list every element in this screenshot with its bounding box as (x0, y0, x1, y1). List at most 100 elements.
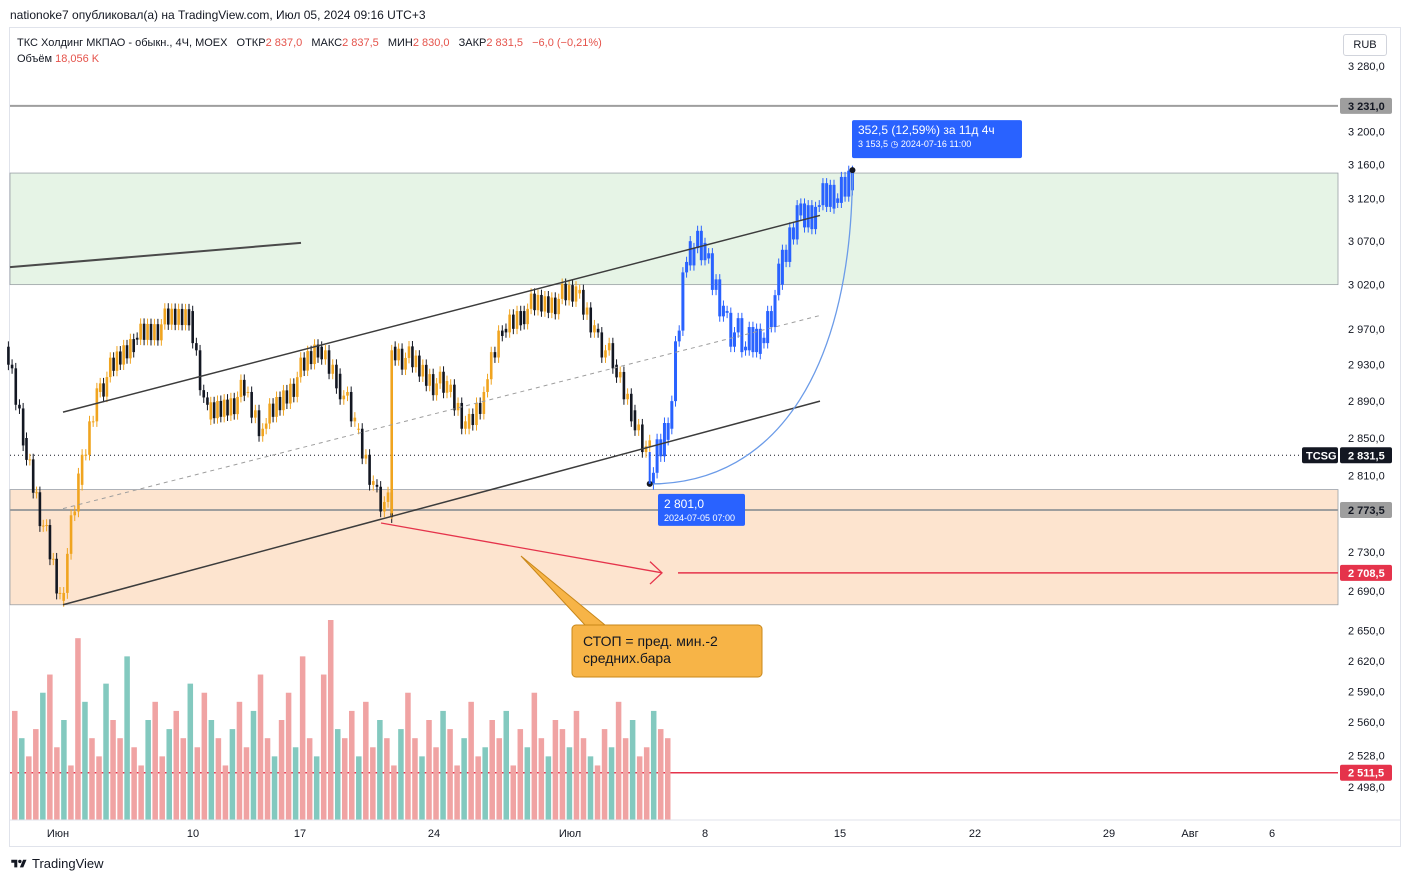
candle (424, 364, 428, 386)
channel-lower-line[interactable] (62, 400, 821, 606)
volume-bar (264, 738, 271, 820)
projection-bar (696, 230, 700, 249)
projection-bar (836, 198, 840, 203)
projection-bar (758, 328, 762, 354)
stop-arrow[interactable] (380, 522, 663, 574)
volume-bar (243, 747, 250, 820)
volume-bar (559, 729, 566, 820)
candle (7, 346, 10, 365)
candle (108, 357, 112, 378)
candle (331, 364, 335, 374)
volume-bar (33, 729, 39, 820)
volume-value: 18,056 K (55, 53, 100, 65)
candle (368, 454, 371, 485)
volume-bar (538, 738, 545, 820)
candle (335, 364, 338, 389)
candle (153, 324, 156, 341)
x-tick-label: 10 (187, 828, 199, 840)
y-tick-label: 3 160,0 (1348, 160, 1385, 172)
projection-bar (847, 170, 851, 197)
candle (38, 492, 42, 527)
projection-bar (788, 227, 792, 262)
candle (14, 368, 18, 405)
candle (45, 525, 48, 527)
x-tick-label: Июн (47, 828, 69, 840)
symbol-tag: TCSG (1306, 450, 1337, 462)
candle (526, 308, 529, 325)
candle (428, 374, 432, 386)
measure-end-label[interactable]: 352,5 (12,59%) за 11д 4ч 3 153,5 ◷ 2024-0… (852, 120, 1022, 159)
x-tick-label: 29 (1103, 828, 1115, 840)
currency-button[interactable]: RUB (1343, 34, 1387, 56)
volume-bar (229, 729, 236, 820)
candle (282, 390, 285, 411)
candle (349, 391, 353, 422)
badge-bottom-bg (1340, 764, 1392, 781)
volume-bar (271, 756, 278, 820)
candle (129, 339, 132, 359)
candle (471, 413, 475, 426)
projection-arc[interactable] (649, 170, 854, 485)
volume-bar (475, 756, 481, 820)
x-tick-label: 17 (294, 828, 306, 840)
candle (254, 410, 257, 418)
candle (397, 348, 400, 361)
candle (353, 417, 357, 422)
projection-bar (817, 205, 821, 207)
candle (641, 424, 644, 453)
projection-bar (806, 205, 810, 228)
projection-bar (825, 183, 829, 207)
candle (519, 311, 523, 326)
volume-bar (152, 701, 158, 820)
volume-bar (615, 701, 622, 820)
candle (112, 357, 115, 371)
projection-bar (762, 337, 766, 344)
projection-bar (755, 328, 759, 353)
candle (475, 402, 478, 426)
candle (346, 391, 349, 396)
volume-bar (531, 692, 538, 820)
candle (202, 390, 206, 398)
candle (146, 323, 149, 340)
candle (216, 400, 219, 419)
volume-bar (349, 710, 355, 820)
candle (51, 558, 55, 560)
projection-bar (780, 249, 784, 285)
green-zone (9, 172, 1339, 286)
y-tick-label: 3 200,0 (1348, 126, 1385, 138)
candle (543, 296, 547, 312)
projection-bar (766, 311, 770, 344)
measure-end-point[interactable] (849, 167, 856, 174)
candle (629, 393, 633, 422)
volume-bar (208, 720, 215, 820)
candle (522, 311, 526, 325)
projection-bar (718, 279, 722, 317)
candle (62, 592, 65, 601)
candle (435, 383, 438, 396)
trend-line[interactable] (9, 241, 302, 269)
volume-bar (320, 674, 327, 820)
channel-upper-line[interactable] (62, 214, 821, 413)
candle (393, 346, 397, 361)
chart-frame[interactable] (9, 27, 1401, 847)
channel-mid-line[interactable] (62, 315, 821, 510)
candle (173, 308, 177, 325)
y-tick-label: 3 070,0 (1348, 236, 1385, 248)
candle (187, 309, 191, 326)
candle (327, 350, 331, 374)
candle (119, 351, 122, 365)
candle (411, 346, 414, 368)
volume-bar (19, 738, 25, 820)
callout-text-line: средних.бара (583, 650, 671, 666)
volume-bar (327, 620, 334, 820)
candle (316, 344, 320, 358)
candle (31, 459, 35, 493)
candle (560, 283, 564, 299)
projection-bar (751, 327, 755, 353)
candle (375, 484, 379, 487)
candle (460, 402, 464, 429)
measure-start-label[interactable]: 2 801,0 2024-07-05 07:00 (658, 493, 745, 526)
candle (170, 308, 174, 325)
